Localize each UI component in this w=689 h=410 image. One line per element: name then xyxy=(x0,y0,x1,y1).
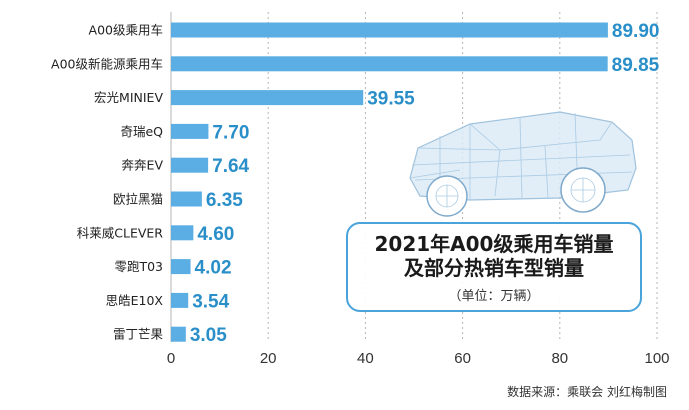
x-tick-label: 20 xyxy=(260,350,277,367)
value-label: 4.02 xyxy=(195,258,232,279)
x-tick-label: 100 xyxy=(644,350,669,367)
bar xyxy=(171,157,209,173)
bar xyxy=(171,292,189,308)
bar xyxy=(171,225,194,241)
bar xyxy=(171,22,608,38)
x-tick-label: 60 xyxy=(454,350,471,367)
bar xyxy=(171,259,191,275)
category-label: A00级乘用车 xyxy=(89,23,163,38)
x-tick-label: 0 xyxy=(167,350,175,367)
value-label: 7.64 xyxy=(212,156,249,177)
value-labels: 89.90 89.85 39.55 7.70 7.64 6.35 4.60 4.02 3.54 3… xyxy=(190,21,660,346)
bar xyxy=(171,123,209,139)
chart-unit: （单位：万辆） xyxy=(448,289,540,304)
bar xyxy=(171,90,364,106)
value-label: 4.60 xyxy=(197,224,234,245)
bar xyxy=(171,191,202,207)
category-label: 欧拉黑猫 xyxy=(113,192,163,207)
value-label: 3.54 xyxy=(192,291,229,312)
value-label: 89.85 xyxy=(612,55,660,76)
value-label: 3.05 xyxy=(190,325,227,346)
category-label: 零跑T03 xyxy=(114,259,163,274)
value-label: 89.90 xyxy=(612,21,660,42)
x-axis-ticks: 0 20 40 60 80 100 xyxy=(167,350,670,367)
chart-title-line-2: 及部分热销车型销量 xyxy=(404,256,584,280)
value-label: 6.35 xyxy=(206,190,243,211)
category-label: 宏光MINIEV xyxy=(94,90,163,105)
category-label: 雷丁芒果 xyxy=(113,327,164,342)
x-tick-label: 40 xyxy=(357,350,374,367)
category-label: 思皓E10X xyxy=(106,293,164,308)
value-label: 7.70 xyxy=(212,122,249,143)
category-label: 奇瑞eQ xyxy=(120,124,163,139)
bars xyxy=(171,22,608,342)
bar xyxy=(171,56,608,72)
category-label: A00级新能源乘用车 xyxy=(51,56,163,71)
chart-title-line-1: 2021年A00级乘用车销量 xyxy=(374,232,614,256)
category-label: 科莱威CLEVER xyxy=(77,225,164,240)
chart-title-box: 2021年A00级乘用车销量 及部分热销车型销量 （单位：万辆） xyxy=(346,222,642,312)
bar xyxy=(171,326,186,342)
car-wireframe-illustration xyxy=(409,111,637,217)
category-label: 奔奔EV xyxy=(122,158,164,173)
source-credit: 数据来源：乘联会 刘红梅制图 xyxy=(507,385,667,399)
value-label: 39.55 xyxy=(367,89,415,110)
x-tick-label: 80 xyxy=(551,350,568,367)
